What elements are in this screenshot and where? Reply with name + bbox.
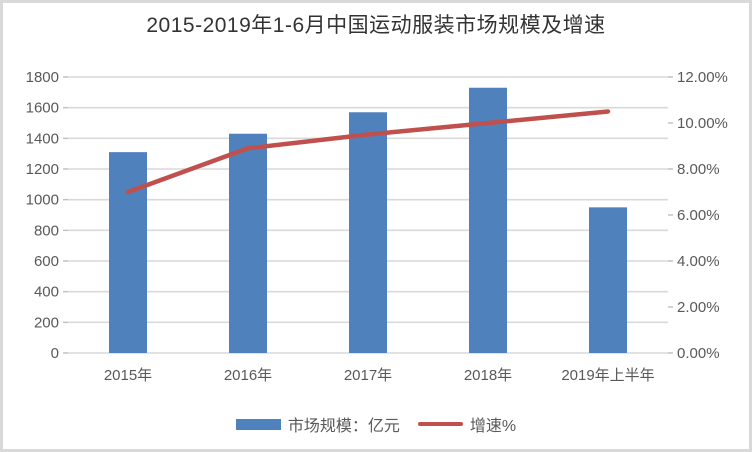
legend-line-swatch	[417, 422, 463, 426]
left-axis-tick-label: 1400	[26, 130, 59, 147]
right-axis-tick-label: 4.00%	[677, 253, 720, 270]
left-axis-tick-label: 1200	[26, 161, 59, 178]
right-axis-tick-label: 6.00%	[677, 207, 720, 224]
legend-bar-label: 市场规模：亿元	[287, 418, 400, 435]
right-axis-tick-label: 10.00%	[677, 115, 728, 132]
left-axis-tick-label: 0	[51, 345, 59, 362]
growth-line	[125, 109, 611, 195]
left-axis-tick-label: 800	[34, 222, 59, 239]
right-axis-tick-label: 8.00%	[677, 161, 720, 178]
x-axis-tick-label: 2017年	[344, 367, 392, 384]
bar	[109, 152, 147, 353]
chart-legend: 市场规模：亿元 增速%	[3, 410, 749, 438]
left-axis-tick-label: 600	[34, 253, 59, 270]
combo-chart-plot: 0 200 400 600 800 1000 1200 1400 1600 1800 0.00% 2.…	[26, 69, 728, 384]
x-axis-tick-label: 2018年	[464, 367, 512, 384]
bar	[349, 112, 387, 354]
x-axis-tick-label: 2019年上半年	[561, 367, 654, 384]
right-axis-tick-label: 12.00%	[677, 69, 728, 86]
left-axis-tick-label: 200	[34, 314, 59, 331]
legend-bar-swatch	[235, 418, 281, 430]
x-axis-tick-label: 2016年	[224, 367, 272, 384]
bar	[469, 87, 507, 353]
bar	[589, 207, 627, 353]
right-axis-tick-label: 0.00%	[677, 345, 720, 362]
bar	[229, 133, 267, 353]
legend-line-label: 增速%	[469, 418, 517, 435]
left-axis-tick-label: 1000	[26, 192, 59, 209]
left-axis-tick-label: 1800	[26, 69, 59, 86]
left-axis-tick-label: 1600	[26, 100, 59, 117]
x-axis-tick-label: 2015年	[104, 367, 152, 384]
left-axis-tick-label: 400	[34, 284, 59, 301]
chart-title: 2015-2019年1-6月中国运动服装市场规模及增速	[146, 14, 606, 37]
right-axis-tick-label: 2.00%	[677, 299, 720, 316]
